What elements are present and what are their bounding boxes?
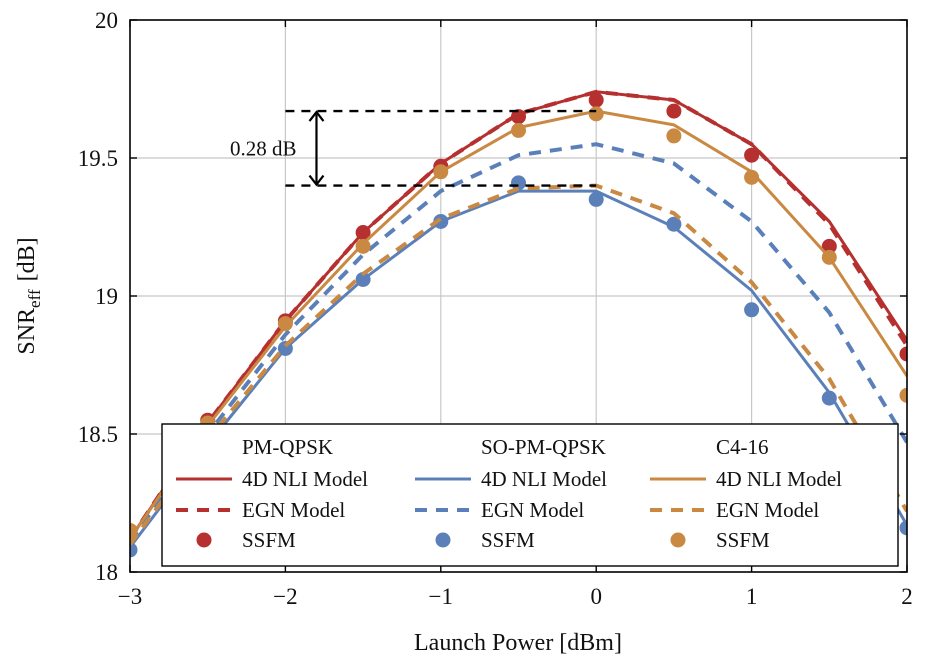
so-pm-qpsk-ssfm-point xyxy=(588,191,604,207)
annotation-arrowhead-up-icon xyxy=(308,110,325,122)
pm-qpsk-egn-model-line xyxy=(130,89,907,541)
c4-16-ssfm-point xyxy=(666,128,682,144)
so-pm-qpsk-ssfm-point xyxy=(355,271,371,287)
pm-qpsk-ssfm-point xyxy=(744,147,760,163)
legend-label-egn: EGN Model xyxy=(242,498,345,522)
legend-label-egn: EGN Model xyxy=(481,498,584,522)
annotation: 0.28 dB xyxy=(230,109,597,187)
annotation-arrowhead-down-icon xyxy=(308,174,325,187)
legend-label-nli: 4D NLI Model xyxy=(481,467,607,491)
so-pm-qpsk-egn-model-line xyxy=(130,142,907,543)
c4-16-ssfm-point xyxy=(744,169,760,185)
pm-qpsk-ssfm-point xyxy=(355,225,371,241)
so-pm-qpsk-ssfm-point xyxy=(899,520,907,536)
legend-label-ssfm: SSFM xyxy=(481,528,535,552)
x-tick-label: 0 xyxy=(590,584,602,609)
y-tick-label: 18.5 xyxy=(78,422,118,447)
c4-16-ssfm-point xyxy=(277,316,293,332)
so-pm-qpsk-ssfm-point xyxy=(821,390,837,406)
y-axis: 18 18.5 19 19.5 20 xyxy=(78,8,907,585)
legend-label-ssfm: SSFM xyxy=(242,528,296,552)
x-tick-label: 2 xyxy=(901,584,913,609)
legend-header-so-pm-qpsk: SO-PM-QPSK xyxy=(481,435,606,459)
legend-box xyxy=(161,423,899,567)
c4-16-ssfm-point xyxy=(433,164,449,180)
so-pm-qpsk-ssfm-point xyxy=(433,213,449,229)
c4-16-ssfm-point xyxy=(511,122,526,138)
x-axis: −3 −2 −1 0 1 2 xyxy=(118,20,913,609)
legend-swatch-marker xyxy=(435,532,451,548)
legend-label-egn: EGN Model xyxy=(716,498,819,522)
y-axis-label-subscript: eff xyxy=(25,289,44,308)
y-tick-label: 20 xyxy=(95,8,118,33)
pm-qpsk-ssfm-point xyxy=(899,346,907,362)
legend: PM-QPSK 4D NLI Model EGN Model SSFM SO-PM-QP… xyxy=(161,423,899,567)
pm-qpsk-ssfm-point xyxy=(588,92,604,108)
x-axis-label: Launch Power [dBm] xyxy=(414,630,622,656)
c4-16-ssfm-point xyxy=(355,238,371,254)
c4-16-ssfm-point xyxy=(899,387,907,403)
c4-16-ssfm-point xyxy=(130,523,138,539)
pm-qpsk-ssfm-point xyxy=(821,238,837,254)
y-tick-label: 18 xyxy=(95,560,118,585)
legend-header-pm-qpsk: PM-QPSK xyxy=(242,435,333,459)
legend-header-c4-16: C4-16 xyxy=(716,435,769,459)
x-tick-label: −2 xyxy=(273,584,297,609)
c4-16-ssfm-point xyxy=(821,249,837,265)
legend-swatch-marker xyxy=(670,532,686,548)
c4-16-ssfm-point xyxy=(588,106,604,122)
y-tick-label: 19.5 xyxy=(78,146,118,171)
y-tick-label: 19 xyxy=(95,284,118,309)
y-axis-label-unit: [dB] xyxy=(14,237,40,281)
annotation-label: 0.28 dB xyxy=(230,136,297,160)
pm-qpsk-ssfm-point xyxy=(511,109,526,125)
so-pm-qpsk-4d-nli-model-line xyxy=(130,189,907,549)
so-pm-qpsk-ssfm-point xyxy=(130,542,138,558)
y-axis-label: SNReff [dB] xyxy=(14,237,44,354)
c4-16-egn-model-line xyxy=(130,183,907,546)
so-pm-qpsk-ssfm-point xyxy=(666,216,682,232)
pm-qpsk-ssfm-point xyxy=(666,103,682,119)
so-pm-qpsk-ssfm-point xyxy=(744,302,760,318)
y-axis-label-main: SNR xyxy=(14,308,40,355)
legend-swatch-marker xyxy=(196,532,212,548)
x-tick-label: −1 xyxy=(429,584,453,609)
legend-label-nli: 4D NLI Model xyxy=(716,467,842,491)
legend-label-nli: 4D NLI Model xyxy=(242,467,368,491)
x-tick-label: 1 xyxy=(746,584,758,609)
legend-label-ssfm: SSFM xyxy=(716,528,770,552)
x-tick-label: −3 xyxy=(118,584,142,609)
